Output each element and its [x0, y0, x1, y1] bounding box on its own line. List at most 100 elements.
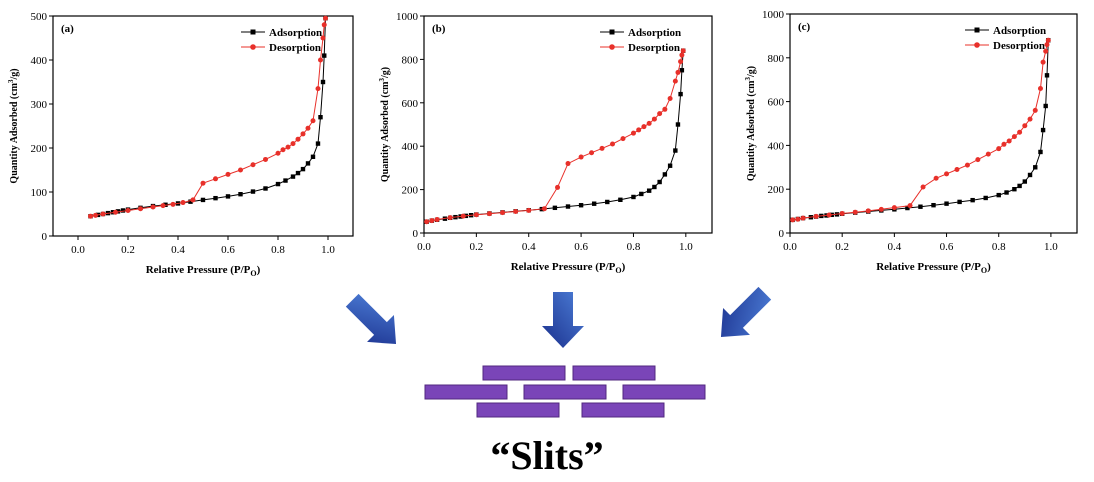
- adsorption-point: [250, 189, 256, 194]
- y-tick-label: 600: [768, 97, 785, 109]
- desorption-point: [473, 212, 479, 218]
- adsorption-point: [970, 197, 975, 203]
- desorption-point: [790, 217, 796, 223]
- adsorption-point: [931, 202, 936, 208]
- adsorption-point: [310, 154, 316, 159]
- adsorption-point: [605, 199, 610, 205]
- adsorption-point: [675, 122, 681, 127]
- desorption-point: [1027, 116, 1033, 122]
- adsorption-point: [646, 188, 652, 193]
- legend-label: Adsorption: [993, 25, 1046, 37]
- desorption-point: [1006, 138, 1012, 144]
- desorption-point: [285, 144, 291, 150]
- y-tick-label: 400: [402, 141, 419, 153]
- x-tick-label: 0.4: [887, 241, 901, 253]
- y-tick-label: 0: [42, 231, 48, 243]
- y-tick-label: 200: [402, 185, 419, 197]
- adsorption-point: [552, 205, 558, 211]
- desorption-point: [1022, 123, 1028, 129]
- x-tick-label: 0.2: [835, 241, 849, 253]
- series-line: [426, 50, 684, 223]
- slit-brick: [482, 365, 566, 381]
- x-tick-label: 1.0: [321, 244, 335, 256]
- arrows: [345, 286, 772, 348]
- x-axis-title: Relative Pressure (P/PO): [146, 264, 261, 278]
- chart-panel: 0.0 0.2 0.4 0.6 0.8 1.0 0 200 400 600 800 1000 (c) Re…: [744, 9, 1078, 275]
- slit-brick: [572, 365, 656, 381]
- adsorption-point: [1033, 165, 1038, 170]
- y-tick-label: 400: [31, 55, 48, 67]
- adsorption-point: [591, 201, 597, 206]
- chart-panel: 0.0 0.2 0.4 0.6 0.8 1.0 0 100 200 300 400 500 (a) Rel…: [7, 11, 354, 278]
- adsorption-point: [983, 195, 988, 201]
- adsorption-point: [1044, 73, 1050, 78]
- desorption-point: [985, 151, 991, 157]
- adsorption-point: [1027, 172, 1033, 178]
- desorption-point: [190, 197, 196, 203]
- desorption-point: [295, 136, 301, 142]
- adsorption-point: [295, 170, 301, 176]
- desorption-point: [323, 15, 328, 21]
- legend-label: Desorption: [628, 42, 680, 54]
- adsorption-point: [300, 166, 306, 172]
- y-tick-label: 200: [31, 143, 48, 155]
- desorption-point: [620, 136, 626, 142]
- plot-frame: [423, 15, 713, 234]
- desorption-point: [486, 211, 492, 217]
- adsorption-point: [662, 172, 668, 177]
- desorption-point: [555, 184, 561, 190]
- adsorption-point: [290, 174, 296, 179]
- adsorption-point: [957, 199, 962, 205]
- adsorption-point: [944, 201, 949, 206]
- desorption-point: [275, 150, 281, 156]
- arrow-right-shape: [720, 286, 772, 338]
- adsorption-point: [673, 148, 678, 153]
- desorption-point: [944, 171, 950, 177]
- isotherm-panels: 0.0 0.2 0.4 0.6 0.8 1.0 0 100 200 300 400 500 (a) Rel…: [7, 9, 1078, 278]
- desorption-point: [679, 52, 685, 58]
- legend-label: Desorption: [269, 42, 321, 54]
- x-tick-label: 0.6: [574, 241, 588, 253]
- adsorption-point: [238, 192, 243, 197]
- adsorption-point: [120, 208, 126, 213]
- desorption-point: [526, 207, 532, 213]
- desorption-point: [589, 150, 595, 156]
- adsorption-point: [652, 184, 657, 190]
- desorption-point: [513, 209, 519, 215]
- desorption-point: [852, 209, 858, 215]
- legend-label: Adsorption: [628, 27, 681, 39]
- desorption-point: [907, 203, 913, 209]
- x-tick-label: 0.0: [71, 244, 85, 256]
- desorption-point: [865, 208, 871, 214]
- adsorption-point: [322, 53, 327, 58]
- desorption-point: [678, 59, 684, 65]
- desorption-point: [636, 127, 642, 133]
- adsorption-point: [318, 115, 323, 120]
- desorption-point: [150, 204, 156, 210]
- y-axis-title: Quantity Adsorbed (cm3/g): [7, 68, 20, 183]
- adsorption-point: [225, 194, 231, 199]
- desorption-point: [667, 95, 673, 101]
- panel-label: (a): [61, 23, 74, 35]
- plot-frame: [789, 13, 1078, 234]
- desorption-point: [170, 201, 176, 207]
- adsorption-point: [1043, 103, 1048, 109]
- desorption-point: [1045, 37, 1051, 43]
- adsorption-point: [1012, 187, 1017, 192]
- adsorption-point: [679, 68, 685, 73]
- adsorption-point: [918, 204, 923, 209]
- y-tick-label: 800: [402, 54, 419, 66]
- desorption-point: [672, 78, 678, 84]
- desorption-point: [800, 215, 806, 221]
- desorption-point: [429, 218, 435, 224]
- arrow-left-shape: [345, 293, 397, 345]
- adsorption-point: [1040, 127, 1046, 133]
- slit-brick: [523, 384, 607, 400]
- desorption-point: [315, 86, 321, 92]
- desorption-point: [125, 207, 131, 213]
- desorption-point: [662, 106, 668, 112]
- adsorption-point: [657, 179, 662, 185]
- desorption-point: [891, 205, 897, 211]
- desorption-point: [434, 217, 440, 223]
